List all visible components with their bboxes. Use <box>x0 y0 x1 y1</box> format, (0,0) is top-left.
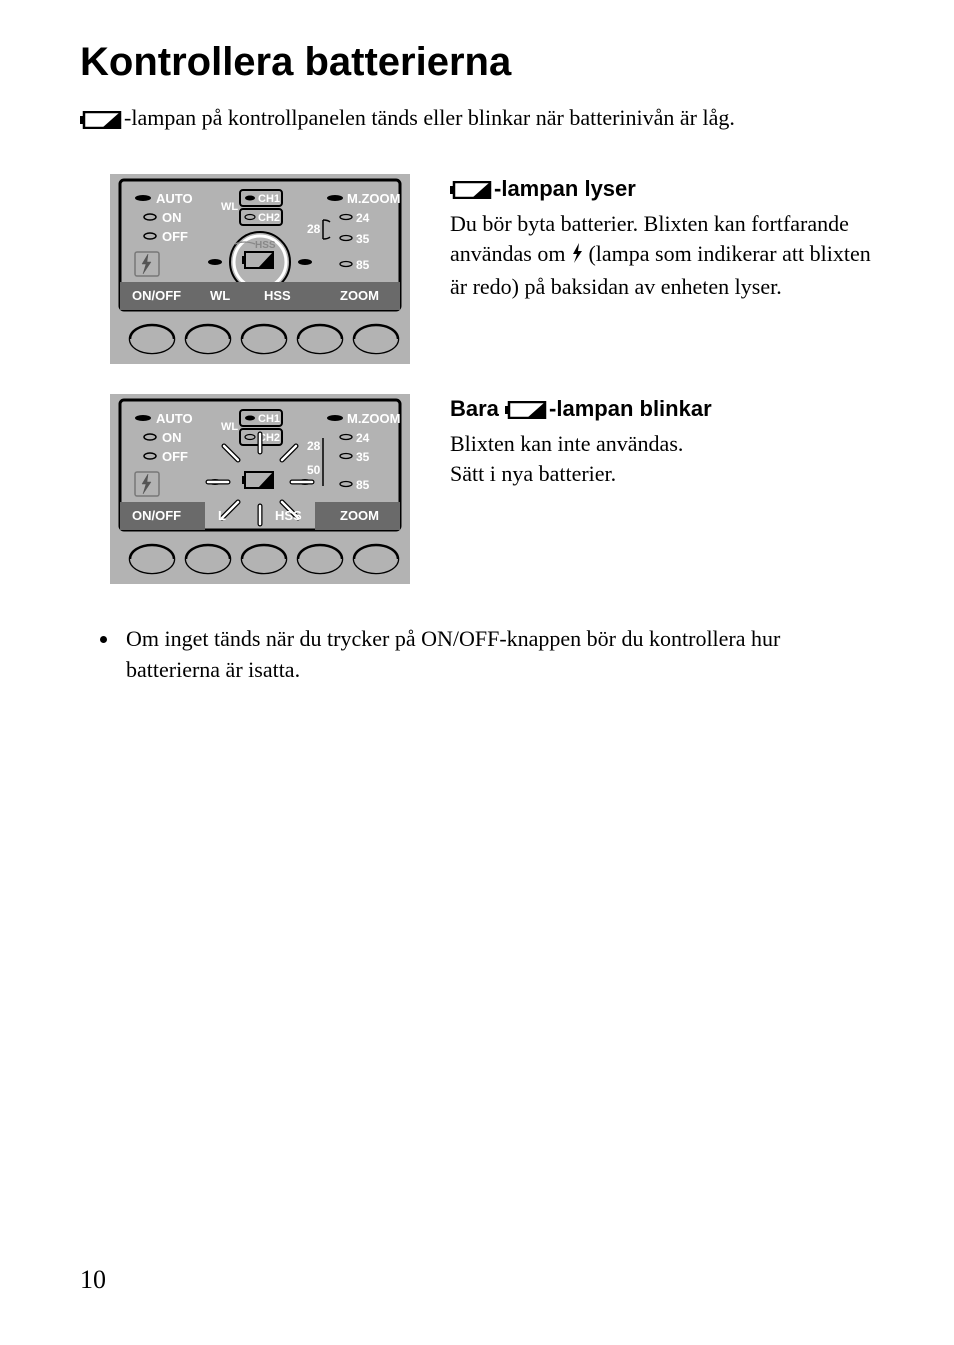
svg-text:ON: ON <box>162 430 182 445</box>
svg-text:ON/OFF: ON/OFF <box>132 508 181 523</box>
svg-text:35: 35 <box>356 232 370 246</box>
svg-text:WL: WL <box>221 201 238 213</box>
svg-text:24: 24 <box>356 211 370 225</box>
battery-icon <box>80 111 122 129</box>
svg-text:ZOOM: ZOOM <box>340 508 379 523</box>
section-1-heading-text: -lampan lyser <box>494 176 636 201</box>
svg-text:ON: ON <box>162 210 182 225</box>
section-2-heading: Bara -lampan blinkar <box>450 394 874 425</box>
intro-text: -lampan på kontrollpanelen tänds eller b… <box>124 105 735 130</box>
svg-text:50: 50 <box>307 463 321 477</box>
svg-text:ON/OFF: ON/OFF <box>132 288 181 303</box>
svg-text:OFF: OFF <box>162 449 188 464</box>
section-2: AUTO ON OFF WL CH1 CH2 M.ZOOM 24 28 35 5… <box>80 394 874 584</box>
svg-text:HSS: HSS <box>264 288 291 303</box>
note-list: Om inget tänds när du trycker på ON/OFF-… <box>120 624 874 686</box>
svg-text:M.ZOOM: M.ZOOM <box>347 411 400 426</box>
svg-text:WL: WL <box>221 421 238 433</box>
svg-text:ZOOM: ZOOM <box>340 288 379 303</box>
section-2-body-line2: Sätt i nya batterier. <box>450 459 874 490</box>
svg-text:85: 85 <box>356 478 370 492</box>
svg-text:24: 24 <box>356 431 370 445</box>
svg-text:28: 28 <box>307 439 321 453</box>
flash-icon <box>571 241 583 272</box>
control-panel-illustration-1: AUTO ON OFF WL CH1 CH2 M.ZOOM 24 28 <box>110 174 410 364</box>
section-1-body: Du bör byta batterier. Blixten kan fortf… <box>450 209 874 303</box>
page-title: Kontrollera batterierna <box>80 40 874 85</box>
section-1: AUTO ON OFF WL CH1 CH2 M.ZOOM 24 28 <box>80 174 874 364</box>
section-2-body-line1: Blixten kan inte användas. <box>450 429 874 460</box>
svg-text:HSS: HSS <box>255 240 276 251</box>
page-number: 10 <box>80 1265 106 1295</box>
svg-text:85: 85 <box>356 258 370 272</box>
svg-text:L: L <box>218 508 226 523</box>
svg-text:AUTO: AUTO <box>156 411 193 426</box>
section-2-heading-suffix: -lampan blinkar <box>549 396 712 421</box>
svg-text:35: 35 <box>356 450 370 464</box>
svg-text:28: 28 <box>307 222 321 236</box>
battery-icon <box>505 401 547 419</box>
control-panel-illustration-2: AUTO ON OFF WL CH1 CH2 M.ZOOM 24 28 35 5… <box>110 394 410 584</box>
section-1-heading: -lampan lyser <box>450 174 874 205</box>
note-item: Om inget tänds när du trycker på ON/OFF-… <box>120 624 874 686</box>
svg-text:OFF: OFF <box>162 229 188 244</box>
svg-text:M.ZOOM: M.ZOOM <box>347 191 400 206</box>
svg-text:AUTO: AUTO <box>156 191 193 206</box>
intro-paragraph: -lampan på kontrollpanelen tänds eller b… <box>80 103 874 134</box>
svg-text:CH2: CH2 <box>258 212 280 224</box>
svg-text:CH1: CH1 <box>258 193 280 205</box>
svg-text:WL: WL <box>210 288 230 303</box>
section-2-heading-prefix: Bara <box>450 396 505 421</box>
svg-text:CH1: CH1 <box>258 413 280 425</box>
battery-icon <box>450 181 492 199</box>
svg-text:HSS: HSS <box>275 508 302 523</box>
